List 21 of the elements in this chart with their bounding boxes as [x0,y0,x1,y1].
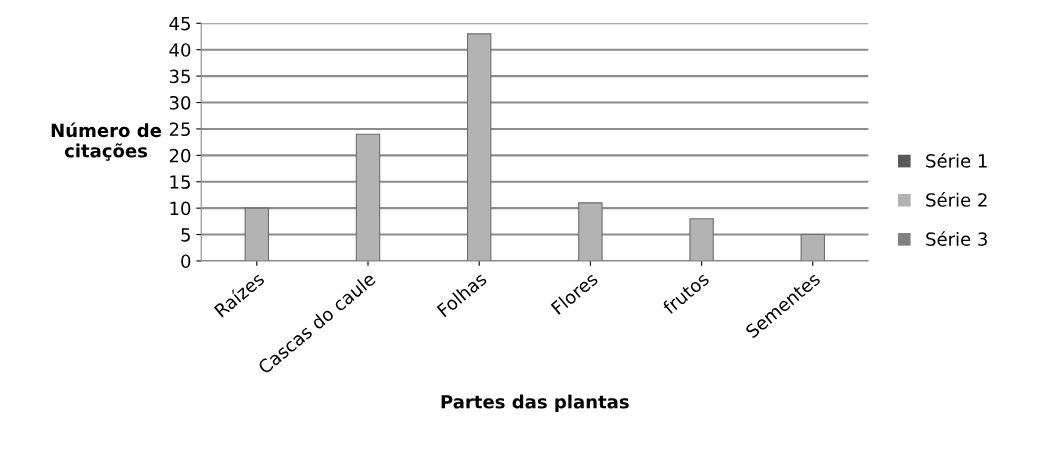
legend-label: Série 1 [926,152,987,168]
y-tick-label: 35 [169,69,190,84]
y-tick-label: 5 [181,228,190,242]
y-tick-label: 25 [169,122,190,137]
bar [355,133,381,261]
y-tick-label: 15 [170,175,190,189]
y-tick-label: 20 [169,148,191,163]
bar [689,218,714,261]
bar [244,207,270,261]
bar [800,233,826,261]
bar [578,202,603,261]
legend-label: Série 3 [926,231,987,246]
y-tick-label: 10 [170,201,191,216]
y-tick-label: 40 [169,43,191,57]
legend-label: Série 2 [926,192,987,207]
y-axis-title: Número de citações [51,122,162,161]
y-tick-label: 45 [169,17,190,31]
bar [466,33,492,261]
y-tick-label: 30 [169,95,191,110]
x-axis-title: Partes das plantas [441,394,629,413]
y-tick-label: 0 [181,254,191,269]
